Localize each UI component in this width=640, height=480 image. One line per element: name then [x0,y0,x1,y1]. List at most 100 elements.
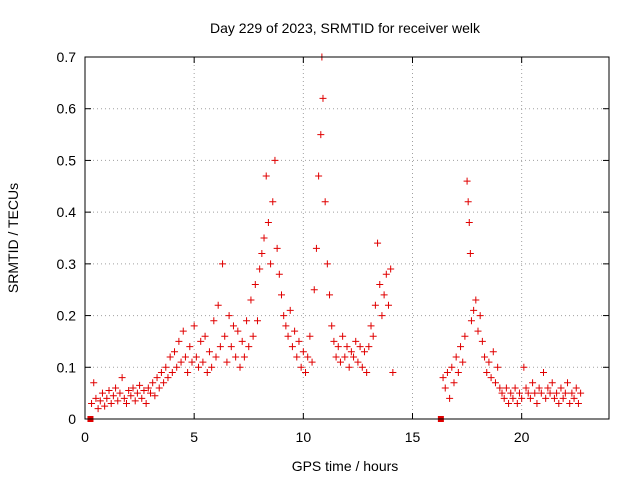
data-point [304,353,312,361]
data-point [144,384,152,392]
data-point [472,296,480,304]
data-point [269,198,277,206]
data-point [350,353,358,361]
data-point [247,296,255,304]
data-point [92,394,100,402]
data-point [441,384,449,392]
data-point [509,394,517,402]
data-point [291,327,299,335]
data-point [537,389,545,397]
data-point [384,301,392,309]
data-point [317,131,325,139]
data-point [260,234,268,242]
data-point [280,312,288,320]
data-point [332,353,340,361]
x-tick-label: 15 [405,429,421,445]
data-point [302,368,310,376]
data-point [271,156,279,164]
y-axis-label: SRMTID / TECUs [5,183,21,293]
y-tick-label: 0.3 [57,256,77,272]
data-point [339,332,347,340]
data-point [461,332,469,340]
data-point [511,384,519,392]
data-point [467,317,475,325]
data-point [452,353,460,361]
data-point [352,337,360,345]
data-point [188,358,196,366]
y-tick-label: 0.5 [57,152,77,168]
data-point [267,260,275,268]
data-point [466,250,474,258]
data-point [210,317,218,325]
data-point [369,332,377,340]
x-tick-label: 20 [514,429,530,445]
data-point [526,394,534,402]
data-point [103,394,111,402]
data-point [540,368,547,376]
data-point [245,343,253,351]
data-point [155,384,163,392]
data-point [491,379,499,387]
data-point [354,358,362,366]
data-point [566,399,574,407]
data-point [177,358,185,366]
data-point [367,322,375,330]
data-point [522,384,530,392]
data-point [299,348,307,356]
data-point [572,384,580,392]
data-point [94,405,102,413]
data-point [190,322,198,330]
data-point [142,399,150,407]
data-point [238,337,246,345]
data-point [478,337,486,345]
chart-title: Day 229 of 2023, SRMTID for receiver wel… [210,20,481,36]
data-point [564,379,572,387]
y-tick-label: 0.7 [57,49,77,65]
data-point [229,322,237,330]
data-point [249,332,257,340]
data-point [131,397,139,405]
x-tick-label: 0 [81,429,89,445]
data-point [323,260,331,268]
data-point [559,394,567,402]
data-point [577,389,585,397]
data-point [489,348,497,356]
data-point [120,394,128,402]
data-point [186,343,194,351]
data-point [315,172,323,180]
data-point [454,368,462,376]
data-point [347,348,355,356]
y-tick-label: 0.2 [57,308,77,324]
data-point [360,348,368,356]
data-point [319,94,327,102]
data-point [496,384,504,392]
data-point [446,394,454,402]
data-point [140,387,148,395]
data-point [518,394,526,402]
data-point [227,343,235,351]
data-point [568,389,576,397]
data-point [387,265,395,273]
data-point [505,399,513,407]
data-point [326,291,334,299]
data-point [443,368,451,376]
data-point [221,332,229,340]
data-point [147,389,154,397]
data-point [127,392,135,400]
data-point [293,353,301,361]
data-point [286,306,294,314]
data-point [162,363,170,371]
data-point [181,353,189,361]
data-point [487,374,495,382]
data-point [164,374,172,382]
y-tick-label: 0.6 [57,101,77,117]
data-point [520,363,528,371]
data-point [371,301,379,309]
data-point [153,374,161,382]
data-point [225,312,233,320]
data-point [284,332,292,340]
data-point [234,327,242,335]
data-point [463,177,471,185]
data-point [483,368,491,376]
data-point [256,265,264,273]
